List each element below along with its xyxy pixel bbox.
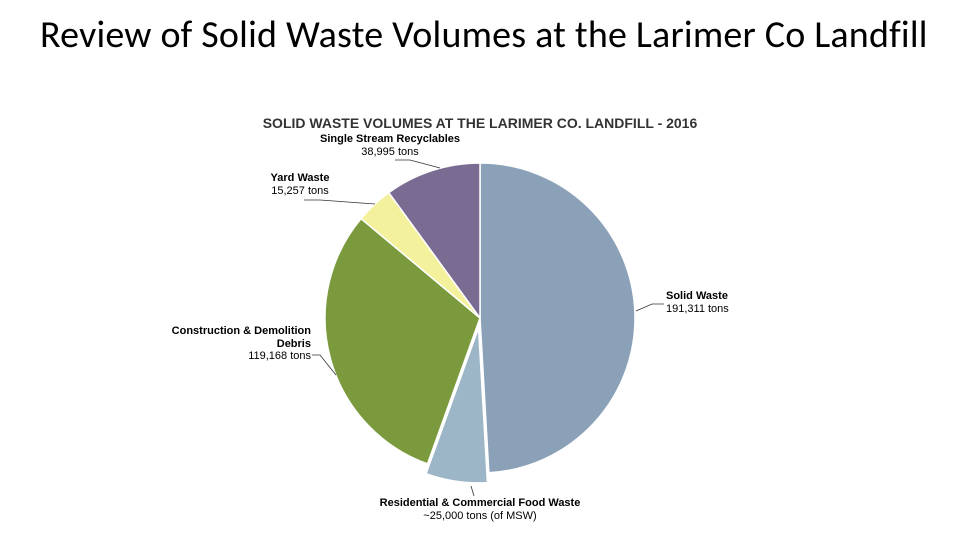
callout-value: 15,257 tons	[250, 185, 350, 198]
callout-cd-debris: Construction & Demolition Debris 119,168…	[146, 325, 311, 363]
callout-label: Construction & Demolition Debris	[146, 325, 311, 350]
callout-label: Single Stream Recyclables	[290, 133, 490, 146]
callout-value: 119,168 tons	[146, 350, 311, 363]
pie-svg	[305, 143, 655, 493]
callout-value: 38,995 tons	[290, 146, 490, 159]
callout-solid-waste: Solid Waste 191,311 tons	[666, 290, 786, 315]
callout-value: ~25,000 tons (of MSW)	[360, 510, 600, 523]
callout-label: Residential & Commercial Food Waste	[360, 497, 600, 510]
chart-title: SOLID WASTE VOLUMES AT THE LARIMER CO. L…	[0, 115, 960, 131]
page-title: Review of Solid Waste Volumes at the Lar…	[40, 14, 928, 58]
callout-value: 191,311 tons	[666, 303, 786, 316]
pie-slice-solid_waste	[480, 163, 635, 473]
callout-label: Solid Waste	[666, 290, 786, 303]
callout-food-waste: Residential & Commercial Food Waste ~25,…	[360, 497, 600, 522]
callout-recyclables: Single Stream Recyclables 38,995 tons	[290, 133, 490, 158]
callout-yard-waste: Yard Waste 15,257 tons	[250, 172, 350, 197]
callout-label: Yard Waste	[250, 172, 350, 185]
pie-chart	[305, 143, 655, 493]
